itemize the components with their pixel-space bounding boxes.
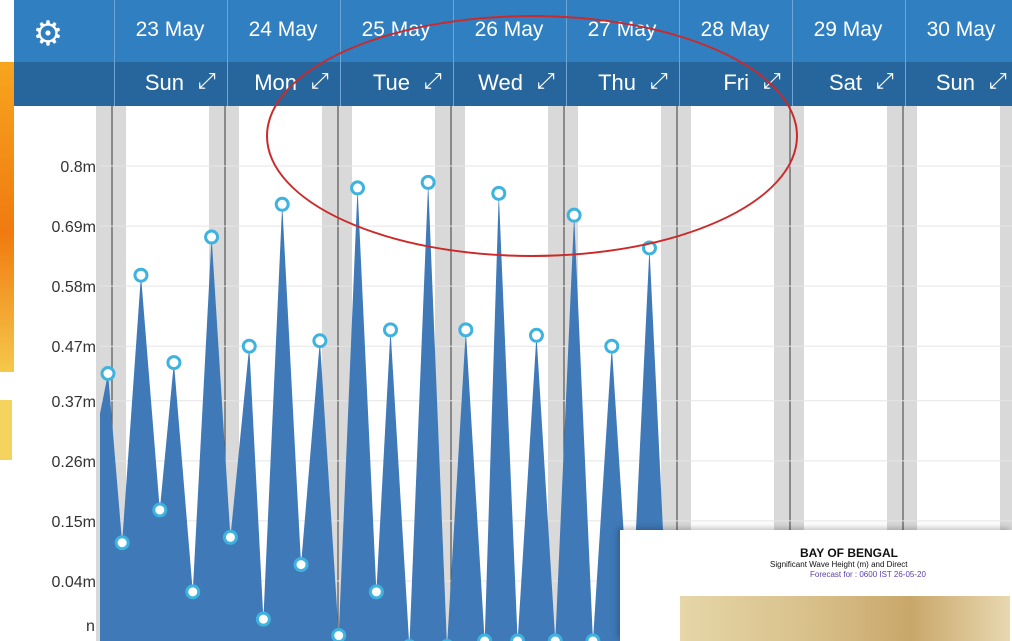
data-point	[331, 628, 347, 641]
inset-title: BAY OF BENGAL	[800, 546, 899, 560]
expand-arrows-icon[interactable]: ⤢	[650, 68, 668, 93]
date-label: 30 May	[926, 18, 996, 41]
data-point	[274, 196, 290, 212]
day-label: Tue	[372, 70, 410, 95]
data-point	[312, 333, 328, 349]
header-column-divider	[227, 0, 228, 106]
day-label: Sun	[144, 70, 184, 95]
day-label: Sun	[935, 70, 975, 95]
data-point	[477, 633, 493, 641]
inset-subtitle: Significant Wave Height (m) and Direct	[770, 560, 908, 569]
data-point	[491, 185, 507, 201]
expand-arrows-icon[interactable]: ⤢	[876, 68, 894, 93]
day-label: Mon	[254, 70, 297, 95]
y-tick-label: 0.37m	[52, 394, 96, 411]
map-strip-lower	[0, 400, 12, 460]
data-point	[100, 366, 116, 381]
date-header	[14, 0, 1012, 62]
y-tick-label: 0.04m	[52, 574, 96, 591]
header-column-divider	[114, 0, 115, 106]
expand-arrows-icon[interactable]: ⤢	[763, 68, 781, 93]
gear-icon[interactable]: ⚙	[32, 15, 64, 53]
data-point	[604, 338, 620, 354]
y-tick-label: 0.8m	[60, 159, 96, 176]
expand-arrows-icon[interactable]: ⤢	[537, 68, 555, 93]
wave-area	[100, 182, 689, 641]
y-tick-label: 0.26m	[52, 454, 96, 471]
y-tick-label: 0.15m	[52, 514, 96, 531]
header-column-divider	[340, 0, 341, 106]
expand-arrows-icon[interactable]: ⤢	[424, 68, 442, 93]
data-point	[185, 584, 201, 600]
header-column-divider	[566, 0, 567, 106]
header-column-divider	[453, 0, 454, 106]
data-point	[641, 240, 657, 256]
data-point	[152, 502, 168, 518]
data-point	[222, 529, 238, 545]
date-label: 23 May	[135, 18, 205, 41]
data-point	[166, 355, 182, 371]
data-point	[585, 633, 601, 641]
date-label: 24 May	[248, 18, 318, 41]
data-point	[547, 633, 563, 641]
day-label: Fri	[723, 70, 749, 95]
data-point	[566, 207, 582, 223]
inset-map-panel: BAY OF BENGAL Significant Wave Height (m…	[620, 530, 1012, 641]
map-strip	[0, 62, 14, 372]
data-point	[204, 229, 220, 245]
header-column-divider	[905, 0, 906, 106]
expand-arrows-icon[interactable]: ⤢	[198, 68, 216, 93]
data-point	[293, 557, 309, 573]
data-point	[241, 338, 257, 354]
data-point	[133, 267, 149, 283]
date-label: 25 May	[361, 18, 431, 41]
y-tick-label: 0.58m	[52, 279, 96, 296]
data-point	[383, 322, 398, 338]
data-point	[528, 327, 544, 343]
data-point	[458, 322, 474, 338]
day-label: Wed	[478, 70, 523, 95]
inset-forecast: Forecast for : 0600 IST 26-05-20	[810, 570, 926, 579]
day-header	[14, 62, 1012, 106]
header-column-divider	[792, 0, 793, 106]
date-label: 27 May	[587, 18, 657, 41]
inset-map	[680, 596, 1010, 641]
data-point	[114, 535, 130, 551]
axis-fragment-label: n	[86, 618, 95, 635]
data-point	[350, 180, 366, 196]
data-point	[255, 611, 271, 627]
date-label: 26 May	[474, 18, 544, 41]
night-band	[1000, 106, 1012, 641]
date-label: 29 May	[813, 18, 883, 41]
data-point	[420, 174, 436, 190]
y-tick-label: 0.69m	[52, 219, 96, 236]
expand-arrows-icon[interactable]: ⤢	[311, 68, 329, 93]
day-label: Sat	[828, 70, 862, 95]
day-label: Thu	[598, 70, 636, 95]
expand-arrows-icon[interactable]: ⤢	[989, 68, 1007, 93]
header-column-divider	[679, 0, 680, 106]
y-tick-label: 0.47m	[52, 339, 96, 356]
data-point	[510, 633, 526, 641]
data-point	[368, 584, 384, 600]
date-label: 28 May	[700, 18, 770, 41]
